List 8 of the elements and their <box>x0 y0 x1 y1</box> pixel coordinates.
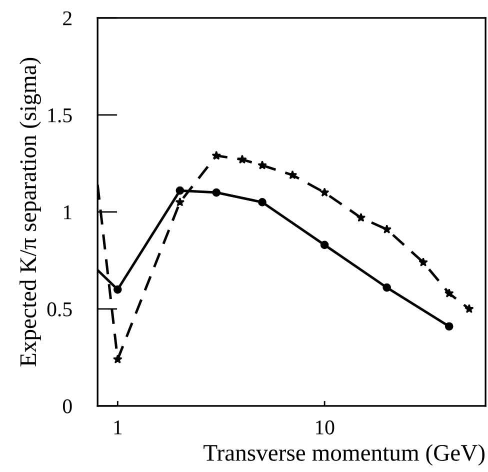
y-tick-label: 2 <box>63 11 72 26</box>
y-tick-label: 0 <box>62 399 72 414</box>
y-tick-label: 0.5 <box>47 302 72 316</box>
x-tick-label: 10 <box>316 420 334 434</box>
y-axis-title: Expected K/π separation (sigma) <box>20 58 42 366</box>
x-axis-title: Transverse momentum (GeV) <box>204 444 485 466</box>
y-tick-label: 1.5 <box>48 108 72 122</box>
y-tick-label: 1 <box>64 205 72 220</box>
